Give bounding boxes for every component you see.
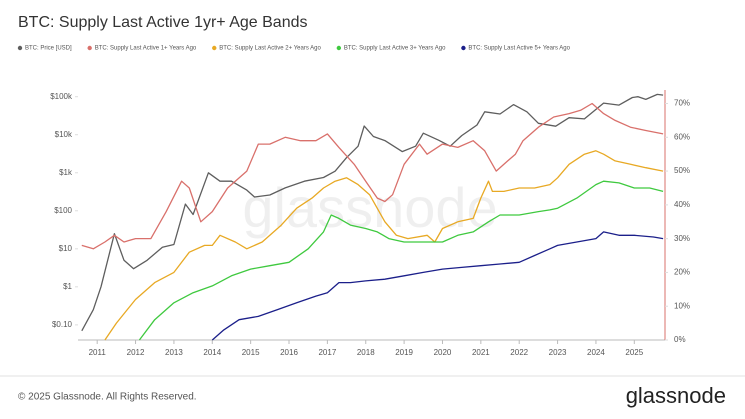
x-tick-label: 2015 <box>242 348 260 357</box>
x-tick-label: 2023 <box>549 348 567 357</box>
y2-tick-label: 20% <box>674 268 690 277</box>
x-tick-label: 2017 <box>318 348 336 357</box>
series-line <box>81 93 664 332</box>
legend-marker <box>461 45 466 51</box>
y2-tick-label: 40% <box>674 200 690 209</box>
x-tick-label: 2020 <box>434 348 452 357</box>
x-tick-label: 2016 <box>280 348 298 357</box>
legend-label: BTC: Supply Last Active 2+ Years Ago <box>219 46 321 52</box>
x-tick-label: 2012 <box>127 348 145 357</box>
x-tick-label: 2024 <box>587 348 605 357</box>
y2-tick-label: 30% <box>674 234 690 243</box>
y2-tick-label: 70% <box>674 99 690 108</box>
y2-tick-label: 50% <box>674 166 690 175</box>
y-tick-label: $1 <box>63 282 72 291</box>
y2-tick-label: 0% <box>674 335 686 344</box>
x-tick-label: 2019 <box>395 348 413 357</box>
y-tick-label: $10 <box>59 244 73 253</box>
logo: glassnode <box>626 383 726 408</box>
y-tick-label: $0.10 <box>52 320 73 329</box>
legend-label: BTC: Supply Last Active 5+ Years Ago <box>468 46 570 52</box>
series-line <box>104 150 664 341</box>
x-tick-label: 2022 <box>510 348 528 357</box>
y-tick-label: $100k <box>50 92 73 101</box>
y2-tick-label: 60% <box>674 132 690 141</box>
x-tick-label: 2014 <box>203 348 221 357</box>
y-tick-label: $100 <box>54 206 72 215</box>
x-tick-label: 2021 <box>472 348 490 357</box>
legend-marker <box>336 45 342 51</box>
legend-marker <box>87 45 92 51</box>
series-line <box>211 231 664 341</box>
legend-label: BTC: Supply Last Active 3+ Years Ago <box>344 46 446 52</box>
legend-label: BTC: Supply Last Active 1+ Years Ago <box>95 46 197 52</box>
y-tick-label: $10k <box>55 130 73 139</box>
x-tick-label: 2013 <box>165 348 183 357</box>
watermark: glassnode <box>242 176 497 239</box>
x-tick-label: 2011 <box>89 348 107 357</box>
x-tick-label: 2025 <box>625 348 643 357</box>
legend-label: BTC: Price [USD] <box>25 46 72 52</box>
y2-tick-label: 10% <box>674 301 690 310</box>
legend-marker <box>212 45 217 51</box>
x-tick-label: 2018 <box>357 348 375 357</box>
footer: © 2025 Glassnode. All Rights Reserved. <box>18 392 197 403</box>
chart-title: BTC: Supply Last Active 1yr+ Age Bands <box>18 14 308 31</box>
series-line <box>138 180 664 341</box>
y-tick-label: $1k <box>59 168 73 177</box>
series-line <box>81 102 664 250</box>
legend-marker <box>17 45 23 51</box>
